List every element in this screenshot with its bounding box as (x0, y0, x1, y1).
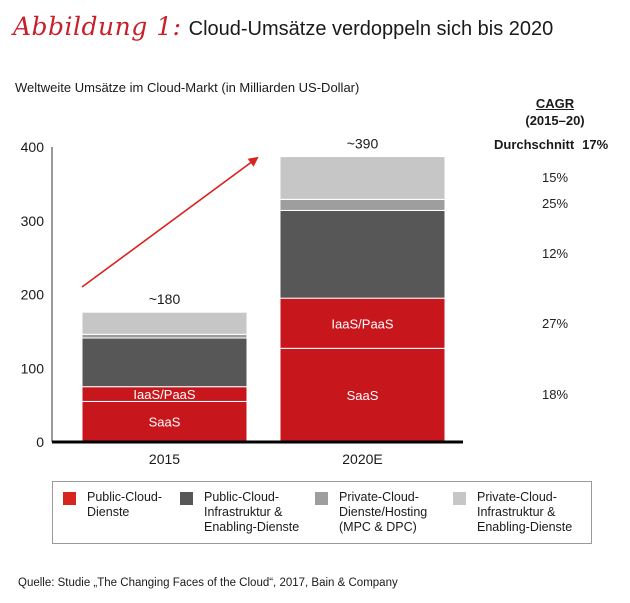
bar-segment-private-cloud-infrastruktur-enabling-dienste-2015 (81, 311, 248, 335)
bar-total-label: ~390 (347, 136, 379, 152)
chart-subtitle: Weltweite Umsätze im Cloud-Markt (in Mil… (15, 80, 360, 95)
bar-segment-saas-2015 (81, 400, 248, 443)
bar-segment-private-cloud-dienste-hosting-mpc-dpc--2020e (279, 198, 446, 211)
y-tick-label: 300 (21, 213, 45, 229)
legend-swatch (315, 492, 328, 505)
figure-label: Abbildung 1: (13, 12, 182, 41)
cagr-label: CAGR (535, 96, 575, 111)
bar-total-label: ~180 (149, 291, 181, 307)
bars (81, 156, 446, 443)
bar-segment-private-cloud-dienste-hosting-mpc-dpc--2015 (81, 333, 248, 339)
cagr-average: Durchschnitt 17% (494, 137, 608, 152)
y-tick-label: 0 (36, 434, 44, 450)
x-tick-label: 2015 (149, 451, 180, 467)
cagr-value-private-infra: 15% (542, 170, 569, 185)
cagr-heading: CAGR (2015–20) (510, 95, 600, 129)
bar-labels: SaaS IaaS/PaaS ~180 2015 SaaS IaaS/PaaS ~390 20… (133, 136, 393, 467)
bar-segment-public-cloud-infrastruktur-enabling-dienste-2015 (81, 337, 248, 388)
growth-arrow (81, 156, 259, 288)
segment-label: SaaS (149, 415, 181, 430)
legend-label: Public-Cloud- Dienste (87, 490, 163, 519)
y-tick-label: 400 (21, 139, 45, 155)
cagr-value-iaas-paas: 27% (542, 316, 569, 331)
bar-segment-iaas-paas-2020e (279, 297, 446, 349)
segment-label: IaaS/PaaS (331, 316, 393, 331)
bar-segment-private-cloud-infrastruktur-enabling-dienste-2020e (279, 156, 446, 200)
cagr-average-label: Durchschnitt (494, 137, 575, 152)
legend-label: Private-Cloud- Dienste/Hosting (MPC & DP… (339, 490, 428, 534)
bar-segment-saas-2020e (279, 347, 446, 443)
chart-title: Abbildung 1: Cloud-Umsätze verdoppeln si… (13, 12, 553, 41)
legend-label: Private-Cloud- Infrastruktur & Enabling-… (477, 490, 573, 534)
y-tick-label: 200 (21, 287, 45, 303)
legend-swatch (63, 492, 76, 505)
title-text: Cloud-Umsätze verdoppeln sich bis 2020 (188, 18, 554, 40)
legend-label: Public-Cloud- Infrastruktur & Enabling-D… (204, 490, 300, 534)
segment-label: SaaS (347, 388, 379, 403)
legend-swatch (180, 492, 193, 505)
cagr-value-saas: 18% (542, 387, 569, 402)
cagr-value-private-hosting: 25% (542, 196, 569, 211)
y-axis-ticks: 0 100 200 300 400 (21, 139, 45, 450)
x-tick-label: 2020E (342, 451, 382, 467)
cagr-value-public-infra: 12% (542, 246, 569, 261)
source-note: Quelle: Studie „The Changing Faces of th… (18, 577, 398, 589)
bar-segment-public-cloud-infrastruktur-enabling-dienste-2020e (279, 209, 446, 299)
cagr-period: (2015–20) (525, 113, 585, 128)
legend: Public-Cloud- Dienste Public-Cloud- Infr… (52, 481, 592, 544)
cagr-average-value: 17% (582, 137, 609, 152)
segment-label: IaaS/PaaS (133, 387, 195, 402)
legend-swatch (453, 492, 466, 505)
y-tick-label: 100 (21, 360, 45, 376)
